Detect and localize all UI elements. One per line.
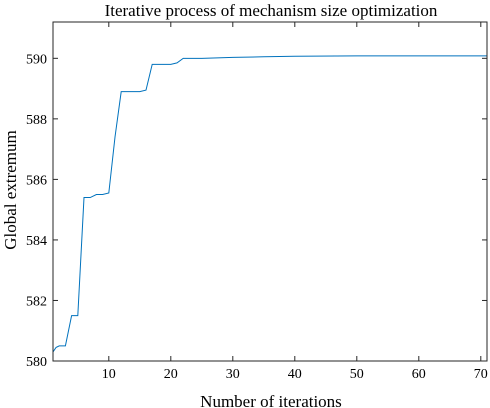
y-tick-label: 586 xyxy=(26,173,47,188)
y-tick-label: 584 xyxy=(26,234,47,249)
y-tick-label: 588 xyxy=(26,113,47,128)
plot-frame xyxy=(52,21,488,362)
series-line xyxy=(52,55,487,353)
x-tick-label: 20 xyxy=(164,367,178,382)
x-tick-label: 70 xyxy=(474,367,488,382)
x-axis-label: Number of iterations xyxy=(200,392,342,408)
x-tick-label: 10 xyxy=(102,367,116,382)
y-axis-label: Global extremum xyxy=(1,130,20,249)
y-axis-ticks: 580 582 584 586 588 590 xyxy=(26,52,487,370)
x-tick-label: 30 xyxy=(226,367,240,382)
y-tick-label: 582 xyxy=(26,294,47,309)
x-axis-ticks: 10 20 30 40 50 60 70 xyxy=(102,22,488,382)
x-tick-label: 50 xyxy=(350,367,364,382)
x-tick-label: 40 xyxy=(288,367,302,382)
x-tick-label: 60 xyxy=(412,367,426,382)
y-tick-label: 590 xyxy=(26,52,47,67)
chart-title: Iterative process of mechanism size opti… xyxy=(105,1,438,20)
y-tick-label: 580 xyxy=(26,355,47,370)
